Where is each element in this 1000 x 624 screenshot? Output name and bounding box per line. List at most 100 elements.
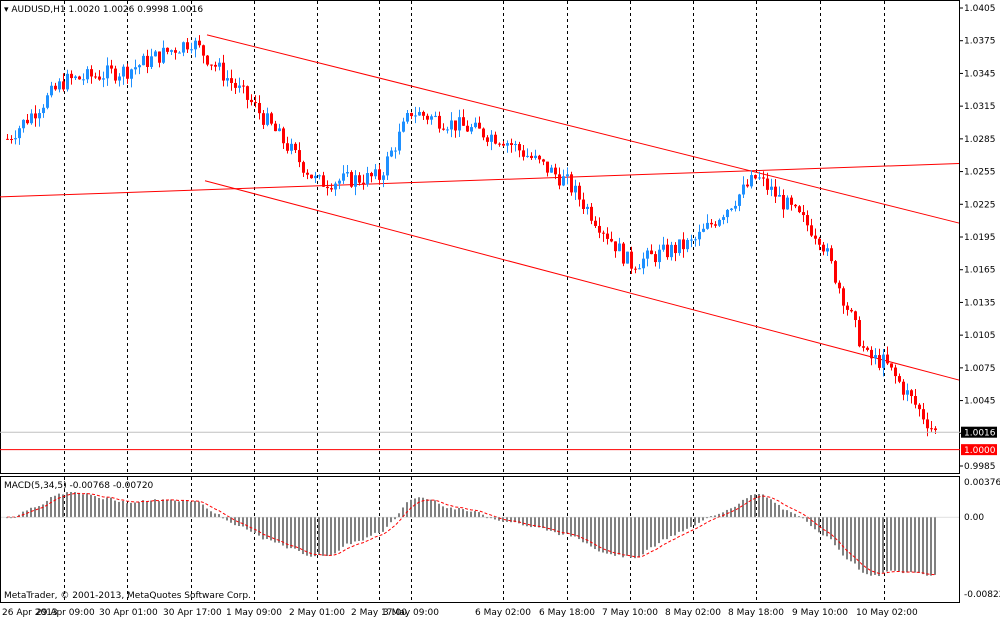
candle-body xyxy=(802,212,805,216)
candle-body xyxy=(818,238,821,245)
current-price-marker: 1.0016 xyxy=(0,426,997,439)
macd-bar xyxy=(806,517,808,522)
candle-body xyxy=(606,233,609,239)
candle-body xyxy=(906,390,909,395)
macd-bar xyxy=(650,517,652,548)
candle xyxy=(838,280,841,294)
macd-bar xyxy=(94,496,96,518)
level-marker: 1.0000 xyxy=(0,444,997,456)
trend-line-1[interactable] xyxy=(204,180,960,381)
macd-bar xyxy=(506,517,508,522)
candle-body xyxy=(178,52,181,54)
candle xyxy=(526,148,529,158)
candle xyxy=(198,35,201,48)
macd-bar xyxy=(354,517,356,542)
macd-bar xyxy=(582,517,584,543)
macd-bar xyxy=(130,502,132,518)
candle-body xyxy=(66,73,69,90)
candle-body xyxy=(358,175,361,183)
trend-lines[interactable] xyxy=(0,34,960,381)
candle xyxy=(854,310,857,328)
main-price-pane[interactable] xyxy=(0,0,960,474)
candle-body xyxy=(462,117,465,126)
candle xyxy=(342,165,345,185)
candle xyxy=(350,170,353,188)
macd-bar xyxy=(214,513,216,518)
candle xyxy=(634,266,637,274)
candle-body xyxy=(726,209,729,218)
macd-bar xyxy=(870,517,872,576)
candle xyxy=(110,59,113,74)
macd-bar xyxy=(810,517,812,527)
macd-bar xyxy=(846,517,848,560)
candle xyxy=(794,203,797,209)
candle-body xyxy=(642,258,645,269)
candle xyxy=(262,109,265,129)
macd-bar xyxy=(102,499,104,518)
candle xyxy=(14,130,17,145)
macd-bar xyxy=(34,507,36,518)
candle xyxy=(698,224,701,246)
macd-bar xyxy=(562,517,564,535)
macd-bar xyxy=(390,517,392,523)
current-price-box xyxy=(961,426,997,438)
macd-bar xyxy=(570,517,572,537)
candle xyxy=(666,238,669,260)
trend-line-2[interactable] xyxy=(0,163,960,198)
macd-bar xyxy=(906,517,908,573)
candle xyxy=(382,172,385,188)
candle xyxy=(498,142,501,147)
candle-body xyxy=(450,120,453,130)
candle xyxy=(182,41,185,57)
macd-bar xyxy=(170,499,172,518)
macd-bar xyxy=(614,517,616,556)
macd-bar xyxy=(502,517,504,522)
candle-body xyxy=(426,115,429,120)
candle xyxy=(214,61,217,72)
candle xyxy=(754,174,757,180)
current-price-label: 1.0016 xyxy=(964,429,996,439)
candle xyxy=(506,140,509,153)
candle-body xyxy=(674,244,677,254)
trend-line-0[interactable] xyxy=(206,34,960,224)
candle xyxy=(378,164,381,185)
macd-bar xyxy=(150,500,152,518)
macd-bar xyxy=(706,517,708,519)
candle-body xyxy=(394,150,397,152)
candle xyxy=(710,219,713,228)
candle-body xyxy=(62,81,65,90)
candle-body xyxy=(838,282,841,289)
macd-bar xyxy=(30,507,32,518)
candle-body xyxy=(630,251,633,269)
macd-bar xyxy=(746,498,748,518)
candle xyxy=(402,117,405,133)
macd-bar xyxy=(414,498,416,518)
macd-pane[interactable] xyxy=(0,476,960,603)
candle xyxy=(418,107,421,116)
candle-body xyxy=(826,248,829,252)
candle-body xyxy=(254,102,257,104)
macd-bar xyxy=(618,517,620,555)
macd-bar xyxy=(778,504,780,518)
candle xyxy=(686,238,689,253)
macd-bar xyxy=(878,517,880,577)
candle-body xyxy=(370,173,373,177)
macd-bar xyxy=(530,517,532,528)
macd-bar xyxy=(482,514,484,518)
candle xyxy=(742,176,745,199)
candle xyxy=(490,130,493,151)
candle-body xyxy=(842,288,845,306)
candle-body xyxy=(898,376,901,382)
candle xyxy=(638,263,641,270)
candle-body xyxy=(702,228,705,232)
macd-bar xyxy=(490,517,492,519)
macd-bar xyxy=(458,507,460,518)
candle-body xyxy=(142,55,145,66)
macd-bar xyxy=(598,517,600,552)
candle-body xyxy=(694,239,697,241)
candle xyxy=(222,54,225,87)
macd-bar xyxy=(166,499,168,518)
